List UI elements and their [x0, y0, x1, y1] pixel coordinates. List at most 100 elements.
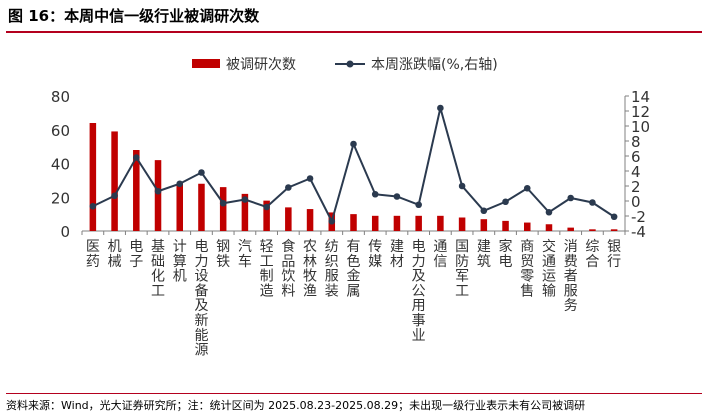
bar: [393, 215, 401, 231]
right-axis-tick-label: 12: [631, 103, 650, 121]
right-axis-tick-label: 14: [631, 88, 650, 106]
category-label: 轻工制造: [260, 239, 274, 299]
category-label: 传媒: [368, 239, 382, 270]
line-point: [523, 184, 531, 192]
category-label: 农林牧渔: [303, 239, 317, 299]
bar: [263, 200, 270, 231]
legend-line-label: 本周涨跌幅(%,右轴): [371, 57, 498, 73]
right-axis-tick-label: 4: [631, 163, 641, 181]
category-label: 国防军工: [455, 239, 469, 299]
bar: [545, 224, 553, 231]
bar: [567, 227, 574, 231]
line-point: [589, 199, 596, 206]
line-point: [371, 190, 379, 198]
category-label: 有色金属: [347, 239, 361, 299]
bar: [198, 183, 205, 231]
bar: [589, 229, 596, 231]
title-divider: [6, 31, 702, 33]
bar: [458, 217, 466, 231]
legend-line-marker: [346, 60, 354, 68]
line-point: [415, 201, 422, 209]
category-label: 电力设备及新能源: [194, 239, 208, 359]
legend-bar-label: 被调研次数: [226, 57, 296, 73]
category-label: 商贸零售: [520, 239, 534, 299]
category-label: 基础化工: [151, 238, 165, 299]
line-point: [154, 187, 162, 195]
category-label: 建材: [390, 239, 404, 270]
legend: 被调研次数 本周涨跌幅(%,右轴): [192, 57, 498, 73]
series-line: [92, 107, 615, 224]
bar: [219, 187, 227, 231]
line-point: [502, 198, 509, 206]
bar: [154, 160, 162, 231]
bar: [480, 219, 488, 231]
left-axis-tick-label: 80: [51, 88, 70, 106]
line-point: [133, 154, 140, 161]
left-axis-tick-label: 0: [60, 223, 70, 241]
line-point: [198, 169, 205, 176]
category-label: 消费者服务: [564, 239, 578, 314]
bar: [610, 229, 618, 231]
line-point: [545, 208, 553, 216]
line-point: [393, 193, 401, 200]
line-point: [306, 175, 314, 182]
line-point: [89, 202, 97, 210]
bar: [524, 222, 531, 231]
bar: [241, 193, 249, 231]
bar: [371, 215, 379, 231]
right-axis-tick-label: -4: [631, 223, 646, 241]
legend-bar-swatch: [192, 59, 220, 68]
bar: [415, 215, 422, 231]
bar: [502, 220, 509, 231]
line-point: [567, 194, 574, 202]
bar: [306, 209, 314, 231]
line-point: [610, 213, 618, 221]
left-axis-tick-label: 60: [51, 122, 70, 140]
category-label: 电子: [129, 239, 143, 270]
line-point: [111, 192, 118, 200]
right-axis-tick-label: 2: [631, 178, 641, 196]
line-point: [219, 199, 227, 207]
category-label: 医药: [86, 239, 100, 270]
bar: [437, 215, 444, 231]
category-label: 纺织服装: [325, 239, 339, 299]
line-point: [437, 104, 444, 112]
source-note: 资料来源：Wind，光大证券研究所；注：统计区间为 2025.08.23-202…: [6, 399, 586, 412]
category-label: 机械: [108, 239, 122, 270]
left-axis-tick-label: 20: [51, 189, 70, 207]
right-axis-tick-label: 6: [631, 148, 641, 166]
category-label: 通信: [433, 239, 447, 270]
bar: [176, 183, 183, 231]
category-label: 钢铁: [216, 239, 230, 270]
bar: [89, 123, 97, 231]
line-point: [480, 207, 488, 215]
category-label: 电力及公用事业: [412, 239, 426, 344]
line-point: [458, 182, 466, 190]
line-point: [263, 203, 270, 211]
category-label: 交通运输: [542, 238, 556, 299]
category-label: 汽车: [238, 239, 252, 270]
bar: [133, 150, 140, 231]
line-point: [285, 184, 292, 191]
bar: [111, 131, 118, 231]
line-point: [328, 217, 336, 225]
right-axis-tick-label: 8: [631, 133, 641, 151]
bar: [350, 214, 357, 231]
category-label: 计算机: [173, 239, 187, 285]
category-label: 银行: [607, 239, 621, 270]
line-series: [89, 104, 618, 225]
category-label: 综合: [585, 239, 599, 270]
right-axis-tick-label: 0: [631, 193, 641, 211]
category-label: 家电: [499, 238, 513, 270]
footer-divider: [6, 393, 702, 394]
left-axis-tick-label: 40: [51, 156, 70, 174]
line-point: [350, 140, 357, 148]
bar-series: [89, 123, 618, 231]
category-label: 食品饮料: [281, 238, 295, 299]
x-axis-labels: 医药机械电子基础化工计算机电力设备及新能源钢铁汽车轻工制造食品饮料农林牧渔纺织服…: [86, 238, 621, 359]
line-point: [241, 196, 249, 203]
right-axis-tick-label: 10: [631, 118, 650, 136]
category-label: 建筑: [477, 239, 491, 270]
